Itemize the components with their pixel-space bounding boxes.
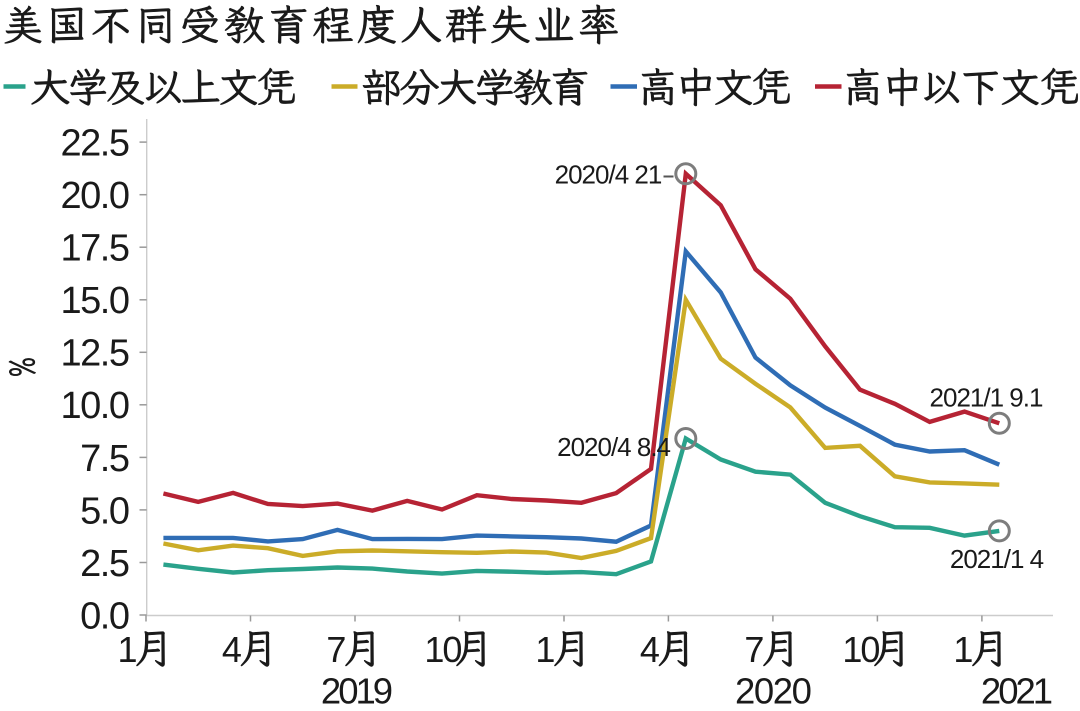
svg-text:12.5: 12.5 [61,333,129,375]
svg-text:1: 1 [953,629,972,670]
svg-text:20.0: 20.0 [61,175,129,217]
svg-text:10: 10 [424,629,461,670]
svg-text:22.5: 22.5 [61,123,129,165]
svg-text:1: 1 [118,629,137,670]
svg-text:2020/4 8.4: 2020/4 8.4 [557,432,670,462]
svg-text:17.5: 17.5 [61,228,129,270]
svg-text:2019: 2019 [321,671,392,711]
svg-text:10.0: 10.0 [61,385,129,427]
svg-text:2021/1 9.1: 2021/1 9.1 [930,383,1043,413]
svg-text:4: 4 [222,629,241,670]
svg-text:2021: 2021 [981,671,1052,711]
svg-text:10: 10 [842,629,879,670]
svg-text:2020/4 21: 2020/4 21 [555,159,662,189]
svg-text:2020: 2020 [735,671,811,711]
svg-text:1: 1 [535,629,554,670]
svg-text:2.5: 2.5 [80,543,129,585]
svg-text:0.0: 0.0 [80,595,129,637]
svg-text:5.0: 5.0 [80,490,129,532]
svg-text:7.5: 7.5 [80,438,129,480]
svg-text:2021/1 4: 2021/1 4 [950,544,1044,574]
svg-text:4: 4 [640,629,659,670]
svg-text:7: 7 [744,629,763,670]
svg-text:7: 7 [326,629,345,670]
svg-text:15.0: 15.0 [61,280,129,322]
